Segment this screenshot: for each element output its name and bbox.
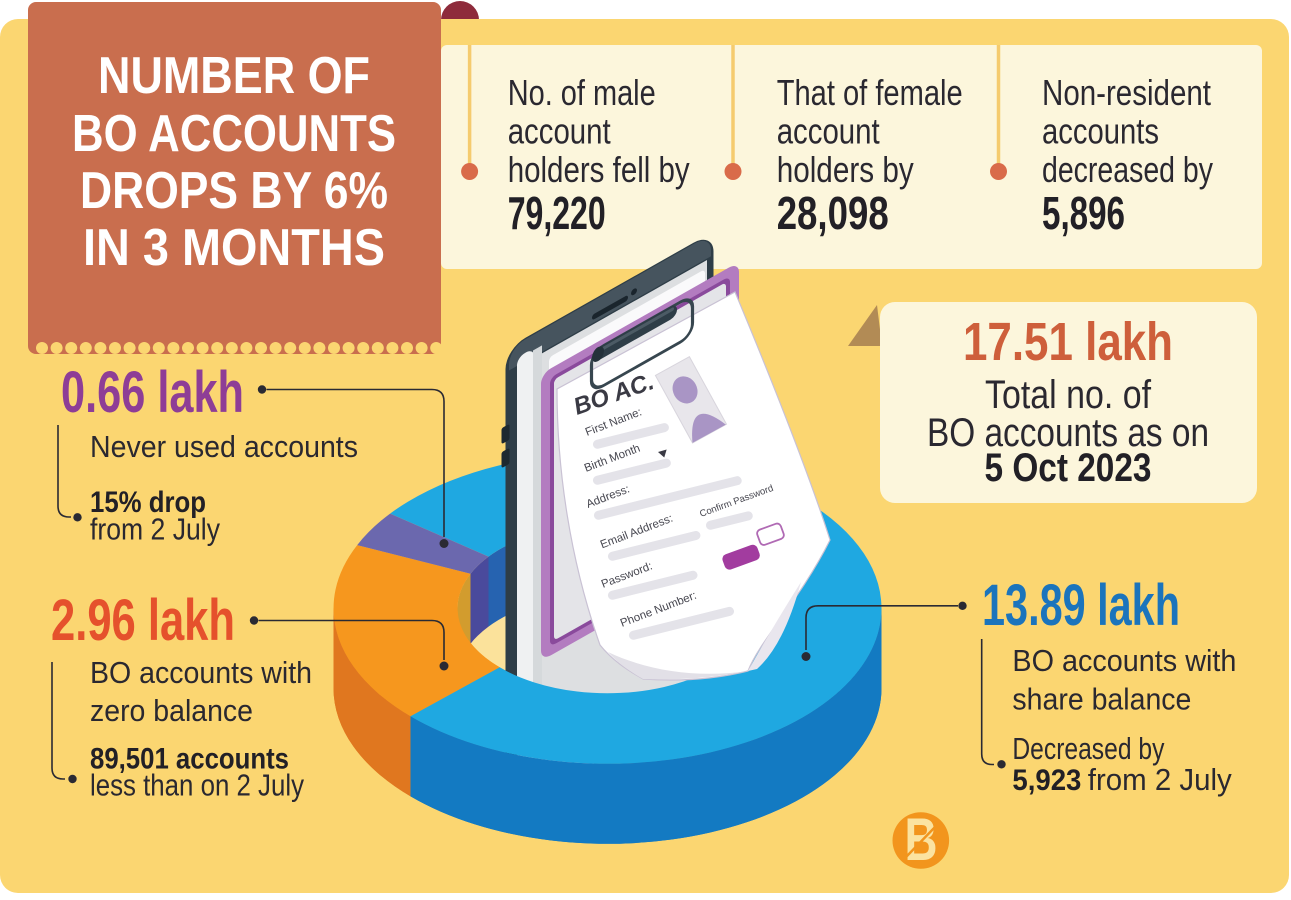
svg-text:holders fell by: holders fell by bbox=[508, 149, 690, 190]
svg-text:B: B bbox=[905, 806, 938, 873]
svg-text:from 2 July: from 2 July bbox=[1088, 762, 1232, 797]
svg-text:decreased by: decreased by bbox=[1042, 149, 1213, 190]
svg-text:2.96 lakh: 2.96 lakh bbox=[51, 588, 235, 653]
svg-text:Total no. of: Total no. of bbox=[985, 373, 1152, 417]
svg-text:15% drop: 15% drop bbox=[90, 486, 206, 519]
svg-text:account: account bbox=[777, 110, 880, 151]
svg-text:BO accounts as on: BO accounts as on bbox=[927, 411, 1209, 455]
svg-text:account: account bbox=[508, 110, 611, 151]
svg-text:BO accounts with: BO accounts with bbox=[90, 655, 312, 690]
svg-text:less than on 2 July: less than on 2 July bbox=[90, 768, 304, 803]
svg-text:DROPS BY 6%: DROPS BY 6% bbox=[80, 162, 388, 220]
svg-text:0.66 lakh: 0.66 lakh bbox=[61, 360, 244, 425]
svg-text:That of female: That of female bbox=[777, 72, 963, 113]
svg-text:5,923: 5,923 bbox=[1012, 764, 1081, 797]
svg-text:Decreased by: Decreased by bbox=[1012, 731, 1164, 766]
svg-text:No. of male: No. of male bbox=[508, 72, 656, 113]
svg-text:NUMBER OF: NUMBER OF bbox=[98, 47, 370, 105]
svg-text:holders by: holders by bbox=[777, 149, 914, 190]
svg-text:13.89 lakh: 13.89 lakh bbox=[982, 573, 1180, 638]
svg-text:5,896: 5,896 bbox=[1042, 187, 1125, 239]
svg-text:5 Oct 2023: 5 Oct 2023 bbox=[985, 446, 1152, 490]
svg-text:BO ACCOUNTS: BO ACCOUNTS bbox=[72, 105, 396, 163]
svg-text:accounts: accounts bbox=[1042, 110, 1159, 151]
svg-text:zero balance: zero balance bbox=[90, 693, 253, 728]
svg-text:IN 3 MONTHS: IN 3 MONTHS bbox=[83, 219, 385, 277]
svg-text:from 2 July: from 2 July bbox=[90, 512, 220, 547]
svg-text:79,220: 79,220 bbox=[508, 187, 606, 239]
svg-text:Non-resident: Non-resident bbox=[1042, 72, 1211, 113]
svg-text:share balance: share balance bbox=[1012, 681, 1191, 716]
svg-text:Never used accounts: Never used accounts bbox=[90, 429, 358, 464]
svg-text:17.51 lakh: 17.51 lakh bbox=[963, 312, 1173, 372]
svg-text:BO accounts with: BO accounts with bbox=[1012, 643, 1236, 678]
svg-text:28,098: 28,098 bbox=[777, 187, 889, 239]
svg-text:89,501 accounts: 89,501 accounts bbox=[90, 743, 289, 776]
